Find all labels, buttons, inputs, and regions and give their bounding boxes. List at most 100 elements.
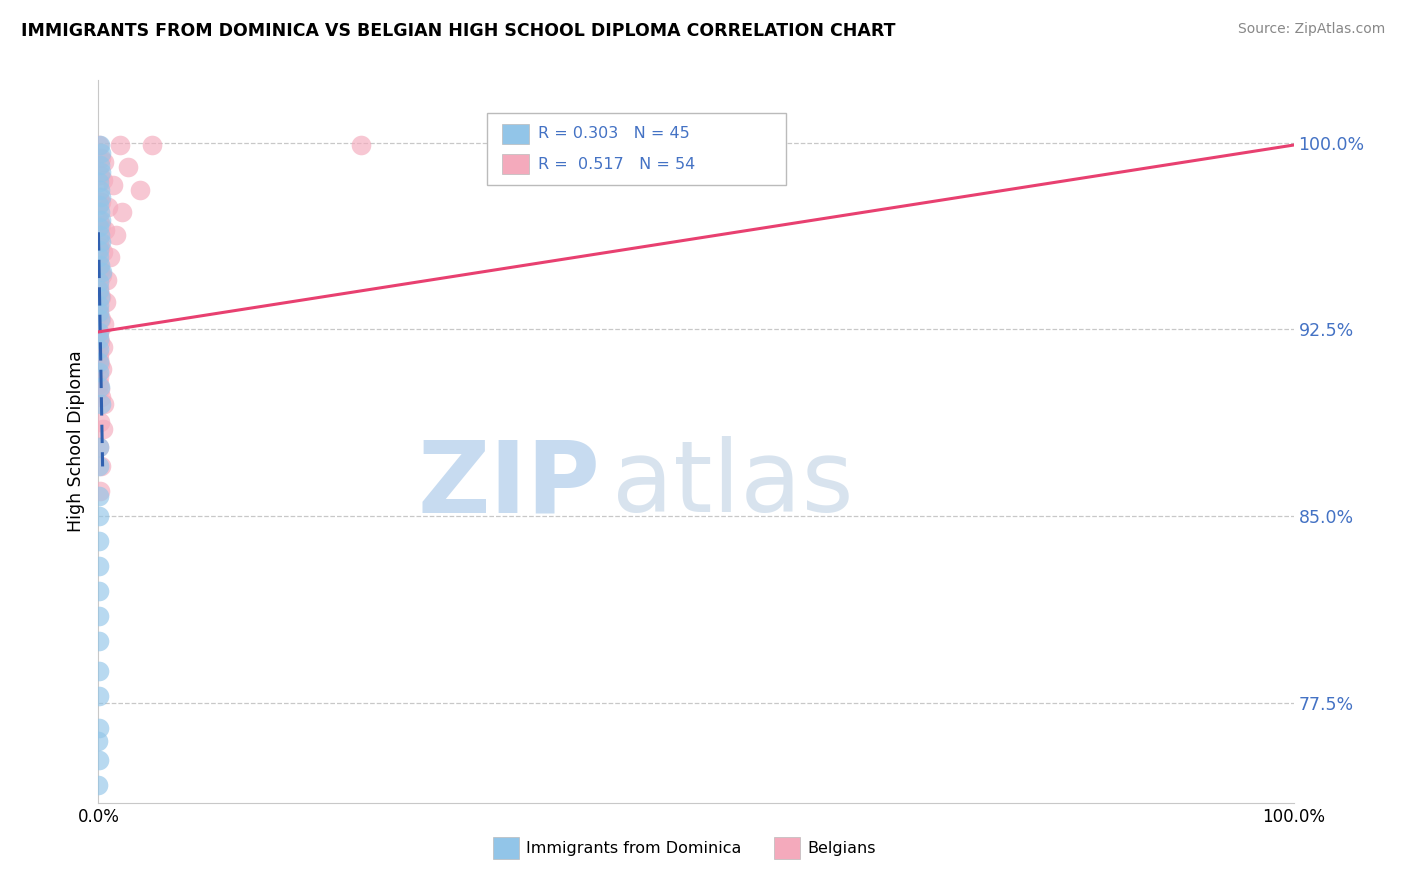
Point bbox=[87, 302, 110, 317]
Point bbox=[90, 145, 112, 160]
Point bbox=[101, 178, 124, 192]
Point bbox=[87, 440, 110, 454]
Point bbox=[89, 262, 111, 277]
Point bbox=[90, 212, 112, 227]
Point bbox=[87, 275, 110, 289]
Text: Belgians: Belgians bbox=[807, 841, 876, 855]
FancyBboxPatch shape bbox=[502, 154, 529, 174]
Point bbox=[90, 390, 112, 404]
Point bbox=[91, 340, 114, 354]
Point bbox=[87, 243, 110, 257]
Point bbox=[89, 484, 111, 499]
Point bbox=[108, 138, 131, 153]
Text: Source: ZipAtlas.com: Source: ZipAtlas.com bbox=[1237, 22, 1385, 37]
Point bbox=[98, 250, 122, 264]
Point bbox=[90, 290, 112, 304]
Point bbox=[91, 173, 114, 187]
Point bbox=[90, 312, 112, 326]
Point bbox=[91, 268, 114, 282]
Point bbox=[93, 245, 115, 260]
Point bbox=[89, 285, 111, 299]
Point bbox=[87, 559, 110, 574]
Point bbox=[87, 280, 110, 294]
Point bbox=[87, 355, 110, 369]
Point bbox=[89, 380, 111, 394]
Point bbox=[94, 295, 117, 310]
Point bbox=[89, 330, 111, 344]
Point bbox=[87, 297, 110, 311]
Point bbox=[97, 200, 120, 214]
Point bbox=[87, 754, 110, 768]
Point bbox=[87, 459, 110, 474]
Point bbox=[89, 176, 111, 190]
Point bbox=[87, 721, 110, 735]
Point bbox=[89, 212, 111, 227]
Point bbox=[87, 325, 110, 339]
Point bbox=[105, 227, 128, 242]
Point bbox=[111, 205, 134, 219]
Point bbox=[89, 382, 111, 396]
Point bbox=[87, 584, 110, 599]
Point bbox=[89, 290, 111, 304]
Text: IMMIGRANTS FROM DOMINICA VS BELGIAN HIGH SCHOOL DIPLOMA CORRELATION CHART: IMMIGRANTS FROM DOMINICA VS BELGIAN HIGH… bbox=[21, 22, 896, 40]
Point bbox=[89, 198, 111, 212]
Point bbox=[87, 534, 110, 549]
Point bbox=[93, 318, 115, 332]
Point bbox=[89, 190, 111, 204]
Point bbox=[90, 195, 112, 210]
Point bbox=[91, 422, 114, 436]
Point bbox=[87, 235, 110, 250]
Point bbox=[89, 305, 111, 319]
Point bbox=[89, 205, 111, 219]
Point bbox=[129, 183, 152, 197]
Point bbox=[90, 235, 112, 250]
Point bbox=[90, 165, 112, 179]
Point bbox=[89, 365, 111, 379]
FancyBboxPatch shape bbox=[502, 124, 529, 144]
Point bbox=[91, 362, 114, 376]
Point bbox=[141, 138, 163, 153]
Point bbox=[90, 151, 112, 165]
Point bbox=[91, 265, 114, 279]
Point bbox=[350, 138, 373, 153]
Text: atlas: atlas bbox=[613, 436, 853, 533]
Point bbox=[87, 220, 110, 235]
Point bbox=[89, 357, 111, 371]
Point bbox=[87, 332, 110, 346]
Point bbox=[89, 312, 111, 326]
Point bbox=[90, 218, 112, 232]
Point bbox=[89, 158, 111, 172]
Point bbox=[96, 272, 118, 286]
Point bbox=[87, 664, 110, 678]
Point bbox=[87, 689, 110, 703]
Point bbox=[87, 509, 110, 524]
Point bbox=[90, 459, 112, 474]
Point bbox=[89, 168, 111, 182]
Point bbox=[93, 155, 115, 169]
Text: ZIP: ZIP bbox=[418, 436, 600, 533]
Point bbox=[89, 343, 111, 357]
Point bbox=[117, 161, 139, 175]
Point bbox=[87, 609, 110, 624]
Point bbox=[89, 183, 111, 197]
Point bbox=[89, 138, 111, 153]
Point bbox=[87, 369, 110, 384]
Point bbox=[89, 283, 111, 297]
Point bbox=[89, 334, 111, 349]
Point bbox=[89, 308, 111, 322]
Point bbox=[90, 397, 112, 411]
FancyBboxPatch shape bbox=[486, 112, 786, 185]
Point bbox=[89, 440, 111, 454]
Point bbox=[87, 733, 110, 747]
Point bbox=[89, 227, 111, 242]
Point bbox=[89, 240, 111, 254]
Point bbox=[87, 347, 110, 361]
Point bbox=[87, 778, 110, 792]
Point bbox=[87, 633, 110, 648]
FancyBboxPatch shape bbox=[773, 838, 800, 859]
Point bbox=[89, 258, 111, 272]
Point bbox=[87, 489, 110, 503]
Text: R = 0.303   N = 45: R = 0.303 N = 45 bbox=[538, 127, 690, 141]
Point bbox=[89, 415, 111, 429]
Point bbox=[89, 250, 111, 264]
